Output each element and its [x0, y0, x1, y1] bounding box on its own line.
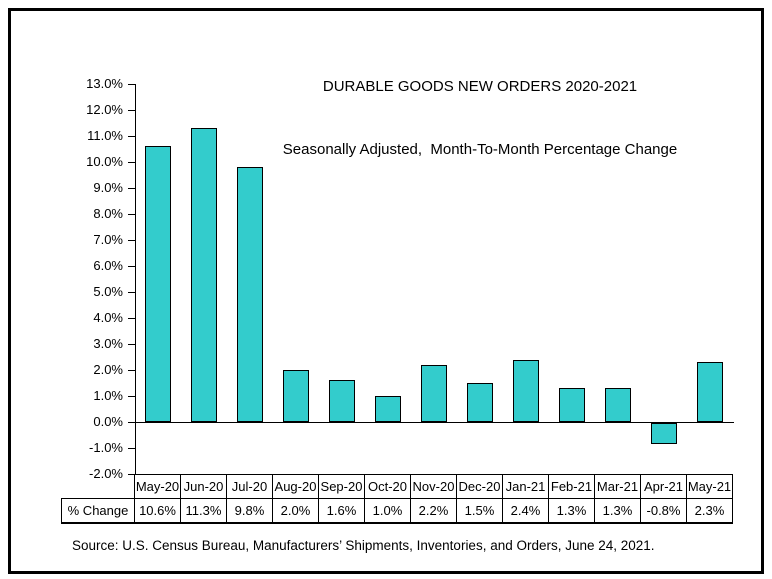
table-value-cell: 1.6%	[318, 498, 365, 524]
table-month-header: Nov-20	[410, 474, 457, 499]
bar-Mar-21	[605, 388, 631, 422]
y-axis-label: 6.0%	[93, 258, 123, 273]
bar-May-20	[145, 146, 171, 422]
table-value-cell: 10.6%	[134, 498, 181, 524]
table-value-cell: 1.5%	[456, 498, 503, 524]
table-month-header: Jul-20	[226, 474, 273, 499]
y-axis-label: 13.0%	[86, 76, 123, 91]
y-axis-label: 4.0%	[93, 310, 123, 325]
table-value-cell: 1.3%	[548, 498, 595, 524]
table-month-header: Mar-21	[594, 474, 641, 499]
y-axis-tick	[128, 448, 135, 449]
y-axis-label: 10.0%	[86, 154, 123, 169]
data-table: May-20 Jun-20 Jul-20 Aug-20 Sep-20 Oct-20 Nov-…	[61, 474, 733, 524]
y-axis-label: 9.0%	[93, 180, 123, 195]
y-axis-label: 12.0%	[86, 102, 123, 117]
y-axis-tick	[128, 214, 135, 215]
y-axis-tick	[128, 396, 135, 397]
bar-Jul-20	[237, 167, 263, 422]
y-axis-tick	[128, 162, 135, 163]
y-axis-tick	[128, 110, 135, 111]
table-value-cell: -0.8%	[640, 498, 687, 524]
y-axis-line	[135, 84, 136, 474]
table-value-cell: 1.3%	[594, 498, 641, 524]
chart-frame: DURABLE GOODS NEW ORDERS 2020-2021 Seaso…	[8, 8, 764, 574]
table-month-header: Dec-20	[456, 474, 503, 499]
table-month-header: Jan-21	[502, 474, 549, 499]
source-note: Source: U.S. Census Bureau, Manufacturer…	[72, 538, 655, 553]
table-row-header: % Change	[61, 498, 135, 524]
table-month-header: Apr-21	[640, 474, 687, 499]
y-axis-tick	[128, 136, 135, 137]
table-row-months: May-20 Jun-20 Jul-20 Aug-20 Sep-20 Oct-20 Nov-…	[62, 474, 733, 499]
y-axis-tick	[128, 292, 135, 293]
table-month-header: Sep-20	[318, 474, 365, 499]
table-value-cell: 11.3%	[180, 498, 227, 524]
y-axis-tick	[128, 344, 135, 345]
y-axis-label: 0.0%	[93, 414, 123, 429]
y-axis-label: 11.0%	[87, 128, 123, 143]
table-month-header: May-21	[686, 474, 733, 499]
bar-Apr-21	[651, 423, 677, 444]
y-axis-label: 8.0%	[93, 206, 123, 221]
table-month-header: Aug-20	[272, 474, 319, 499]
bar-Feb-21	[559, 388, 585, 422]
y-axis-label: -1.0%	[89, 440, 123, 455]
table-value-cell: 2.2%	[410, 498, 457, 524]
y-axis-tick	[128, 188, 135, 189]
table-month-header: Feb-21	[548, 474, 595, 499]
y-axis-label: 7.0%	[93, 232, 123, 247]
y-axis-tick	[128, 318, 135, 319]
bar-Sep-20	[329, 380, 355, 422]
chart-title-block: DURABLE GOODS NEW ORDERS 2020-2021 Seaso…	[200, 34, 760, 202]
plot-area: 13.0% 12.0% 11.0% 10.0% 9.0% 8.0% 7.0% 6.0% 5.0%…	[11, 11, 761, 571]
table-value-cell: 2.3%	[686, 498, 733, 524]
chart-title: DURABLE GOODS NEW ORDERS 2020-2021	[322, 78, 638, 95]
table-blank-cell	[62, 475, 135, 499]
table-month-header: Oct-20	[364, 474, 411, 499]
table-month-header: Jun-20	[180, 474, 227, 499]
bar-Aug-20	[283, 370, 309, 422]
y-axis-tick	[128, 422, 135, 423]
y-axis-label: 2.0%	[93, 362, 123, 377]
y-axis-tick	[128, 474, 135, 475]
table-value-cell: 2.0%	[272, 498, 319, 524]
bar-Jan-21	[513, 359, 539, 422]
bar-Oct-20	[375, 396, 401, 422]
y-axis-tick	[128, 266, 135, 267]
y-axis-label: 3.0%	[93, 336, 123, 351]
table-row-values: % Change 10.6% 11.3% 9.8% 2.0% 1.6% 1.0% 2.2% 1.…	[61, 498, 733, 524]
bar-Dec-20	[467, 383, 493, 422]
table-value-cell: 9.8%	[226, 498, 273, 524]
y-axis-label: 1.0%	[93, 388, 123, 403]
table-month-header: May-20	[134, 474, 181, 499]
y-axis-label: 5.0%	[93, 284, 123, 299]
y-axis-label: -2.0%	[89, 466, 123, 481]
table-value-cell: 1.0%	[364, 498, 411, 524]
y-axis-tick	[128, 240, 135, 241]
table-value-cell: 2.4%	[502, 498, 549, 524]
bar-May-21	[697, 362, 723, 422]
chart-subtitle: Seasonally Adjusted, Month-To-Month Perc…	[282, 141, 678, 158]
y-axis-tick	[128, 84, 135, 85]
zero-baseline	[135, 422, 734, 423]
bar-Nov-20	[421, 364, 447, 422]
y-axis-tick	[128, 370, 135, 371]
bar-Jun-20	[191, 128, 217, 422]
